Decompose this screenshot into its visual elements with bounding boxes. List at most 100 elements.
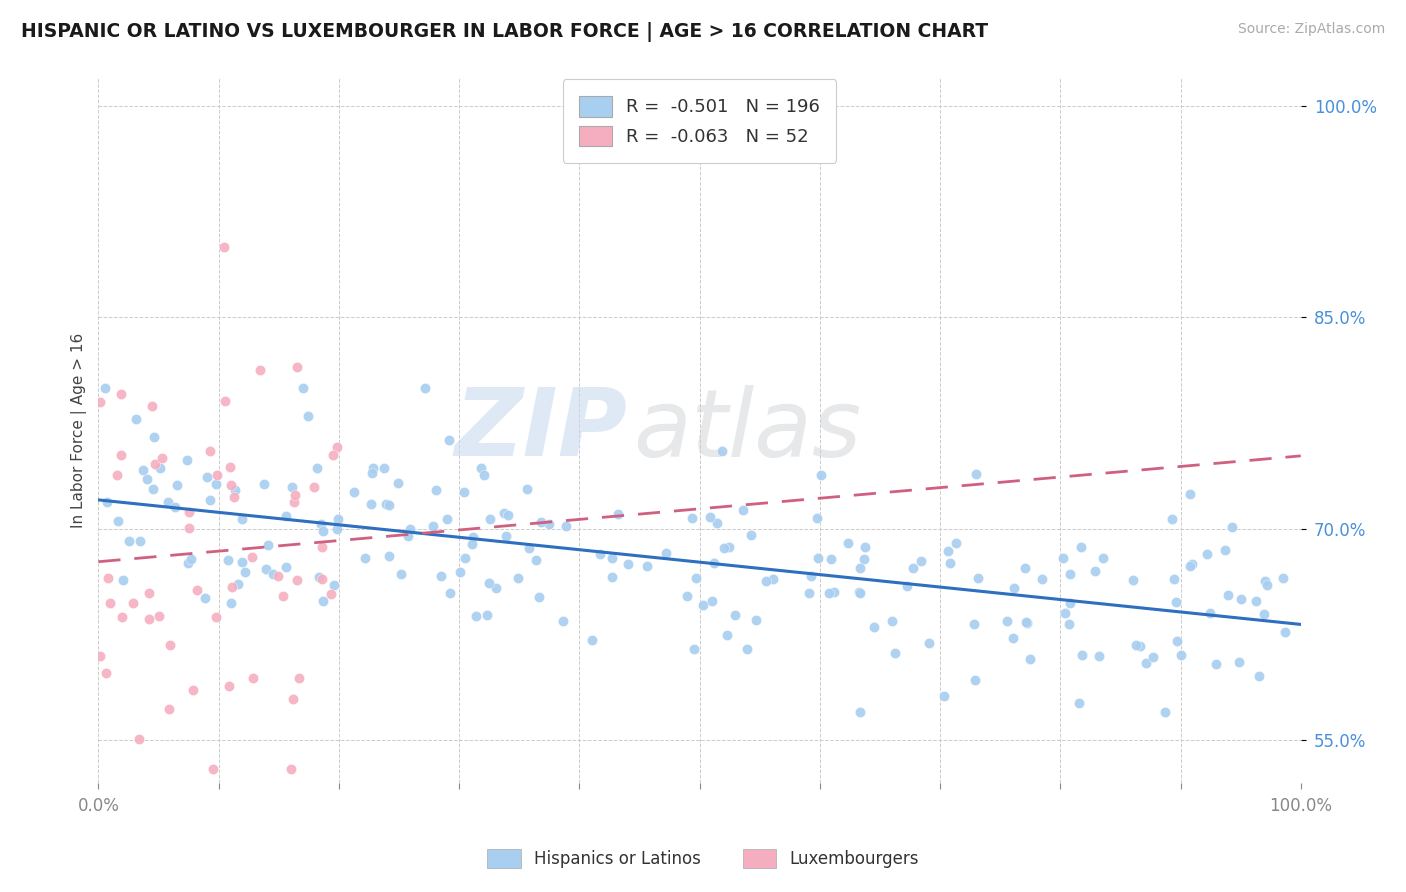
- Point: [461, 536, 484, 550]
- Point: [254, 562, 277, 576]
- Point: [589, 547, 612, 561]
- Point: [159, 638, 181, 652]
- Point: [884, 646, 907, 660]
- Point: [1227, 656, 1250, 670]
- Point: [112, 573, 135, 587]
- Point: [97, 571, 120, 585]
- Point: [472, 468, 495, 483]
- Point: [281, 692, 304, 706]
- Point: [325, 440, 347, 454]
- Point: [233, 565, 256, 579]
- Point: [1125, 638, 1147, 652]
- Point: [180, 552, 202, 566]
- Point: [375, 497, 398, 511]
- Point: [848, 585, 870, 599]
- Point: [322, 448, 344, 462]
- Point: [1178, 487, 1201, 501]
- Point: [1199, 607, 1222, 621]
- Point: [713, 541, 735, 555]
- Point: [1057, 617, 1080, 632]
- Point: [256, 538, 278, 552]
- Point: [143, 430, 166, 444]
- Point: [217, 553, 239, 567]
- Point: [219, 460, 242, 475]
- Point: [519, 541, 541, 555]
- Point: [378, 498, 401, 512]
- Point: [166, 478, 188, 492]
- Point: [285, 359, 308, 374]
- Point: [242, 671, 264, 685]
- Point: [676, 589, 699, 603]
- Point: [1154, 705, 1177, 719]
- Point: [1166, 633, 1188, 648]
- Point: [932, 689, 955, 703]
- Point: [731, 503, 754, 517]
- Point: [744, 613, 766, 627]
- Point: [205, 467, 228, 482]
- Point: [807, 551, 830, 566]
- Point: [436, 512, 458, 526]
- Point: [437, 433, 460, 447]
- Point: [398, 522, 420, 536]
- Point: [110, 449, 132, 463]
- Point: [810, 468, 832, 483]
- Point: [413, 381, 436, 395]
- Point: [328, 512, 350, 526]
- Point: [143, 457, 166, 471]
- Point: [304, 480, 326, 494]
- Point: [363, 460, 385, 475]
- Point: [138, 612, 160, 626]
- Point: [706, 516, 728, 530]
- Point: [273, 589, 295, 603]
- Point: [118, 534, 141, 549]
- Point: [910, 553, 932, 567]
- Point: [249, 363, 271, 377]
- Point: [94, 381, 117, 395]
- Point: [138, 586, 160, 600]
- Point: [231, 512, 253, 526]
- Point: [1002, 582, 1025, 596]
- Point: [797, 586, 820, 600]
- Point: [485, 582, 508, 596]
- Point: [311, 540, 333, 554]
- Point: [311, 572, 333, 586]
- Point: [98, 596, 121, 610]
- Point: [204, 609, 226, 624]
- Point: [602, 570, 624, 584]
- Point: [475, 608, 498, 623]
- Point: [231, 555, 253, 569]
- Point: [201, 762, 224, 776]
- Point: [1180, 559, 1202, 574]
- Point: [963, 673, 986, 687]
- Point: [453, 485, 475, 500]
- Point: [465, 608, 488, 623]
- Point: [267, 569, 290, 583]
- Point: [281, 480, 304, 494]
- Point: [478, 576, 501, 591]
- Point: [818, 586, 841, 600]
- Point: [323, 578, 346, 592]
- Point: [581, 633, 603, 648]
- Point: [849, 586, 872, 600]
- Point: [219, 596, 242, 610]
- Point: [823, 585, 845, 599]
- Legend: R =  -0.501   N = 196, R =  -0.063   N = 52: R = -0.501 N = 196, R = -0.063 N = 52: [562, 79, 837, 162]
- Point: [387, 475, 409, 490]
- Point: [554, 519, 576, 533]
- Point: [600, 551, 623, 566]
- Point: [398, 529, 420, 543]
- Point: [449, 565, 471, 579]
- Point: [1272, 571, 1295, 585]
- Point: [901, 561, 924, 575]
- Point: [177, 521, 200, 535]
- Point: [716, 628, 738, 642]
- Point: [1253, 574, 1275, 589]
- Point: [125, 411, 148, 425]
- Point: [918, 635, 941, 649]
- Point: [292, 381, 315, 395]
- Point: [1220, 520, 1243, 534]
- Y-axis label: In Labor Force | Age > 16: In Labor Force | Age > 16: [72, 333, 87, 528]
- Point: [1216, 588, 1239, 602]
- Point: [105, 468, 128, 483]
- Point: [240, 550, 263, 565]
